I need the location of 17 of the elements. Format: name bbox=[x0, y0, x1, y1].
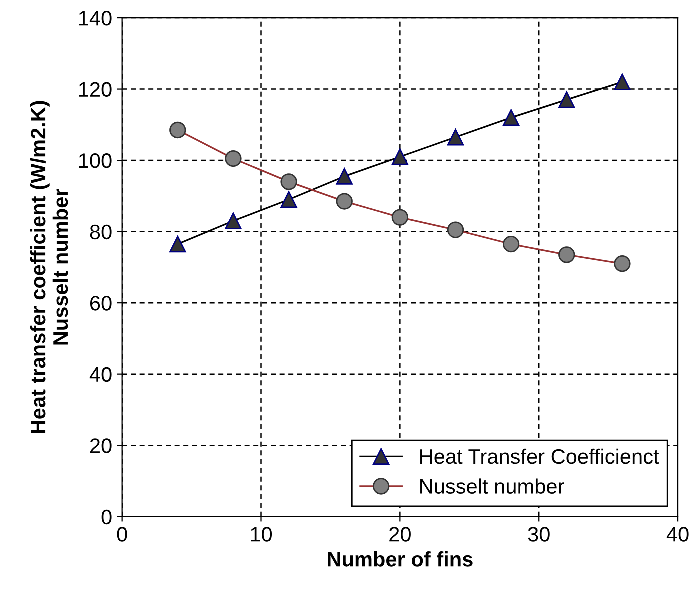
y-tick-label: 20 bbox=[90, 438, 112, 454]
y-axis-title: Heat transfer coefficient (W/m2.K) Nusselt number bbox=[30, 101, 68, 434]
x-tick-label: 20 bbox=[390, 527, 411, 542]
y-tick-label: 100 bbox=[79, 154, 112, 168]
x-tick-label: 30 bbox=[528, 527, 550, 542]
x-axis-title: Number of fins bbox=[328, 552, 473, 567]
y-tick-label: 40 bbox=[90, 367, 112, 382]
x-tick-label: 0 bbox=[117, 527, 128, 542]
legend-label: Nusselt number bbox=[420, 478, 564, 494]
y-tick-label: 120 bbox=[79, 82, 112, 98]
legend-label: Heat Transfer Coefficienct bbox=[420, 448, 660, 464]
y-tick-label: 60 bbox=[90, 296, 112, 311]
y-tick-label: 80 bbox=[90, 224, 112, 240]
y-tick-label: 0 bbox=[102, 510, 112, 525]
y-tick-label: 140 bbox=[79, 11, 112, 26]
x-tick-label: 10 bbox=[251, 527, 272, 542]
x-tick-label: 40 bbox=[666, 527, 689, 542]
